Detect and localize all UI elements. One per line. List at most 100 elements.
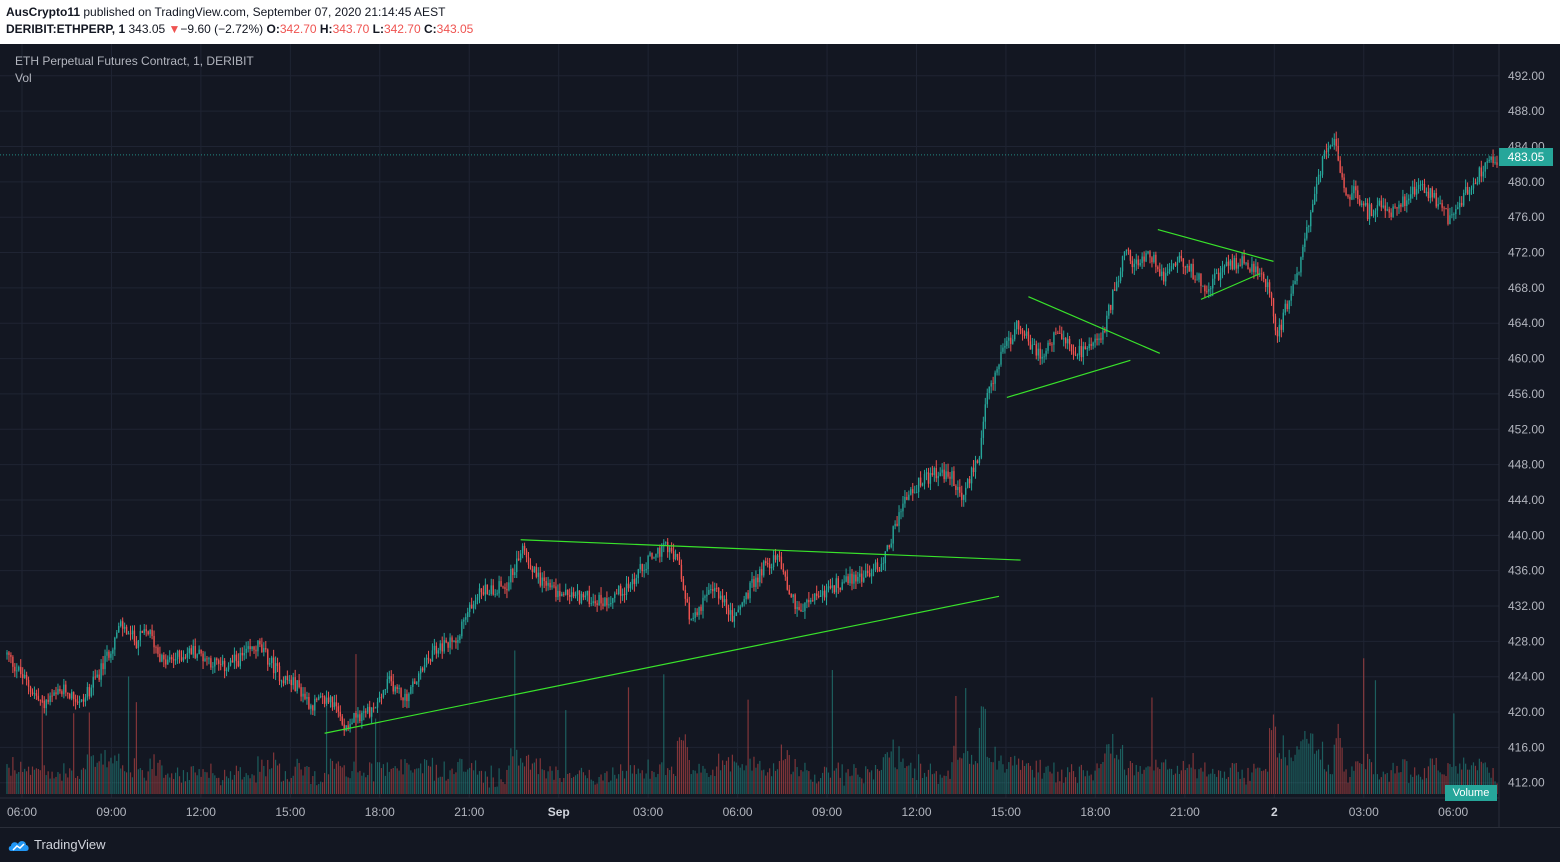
volume-bar: [651, 770, 653, 794]
candle-body: [821, 590, 824, 596]
volume-bar: [29, 774, 32, 794]
volume-bar: [996, 769, 998, 794]
volume-bar: [78, 778, 81, 794]
candle-body: [900, 511, 902, 513]
author-name[interactable]: AusCrypto11: [6, 5, 81, 19]
volume-bar: [1347, 782, 1349, 794]
indicator-label[interactable]: Vol: [15, 71, 32, 85]
volume-bar: [676, 740, 679, 794]
volume-bar: [90, 756, 92, 794]
candle-body: [1445, 208, 1447, 210]
volume-bar: [365, 777, 367, 794]
candle-body: [1188, 265, 1190, 272]
candle-body: [1055, 332, 1057, 334]
high-label: H:: [319, 22, 333, 36]
candle-body: [386, 679, 389, 690]
candlestick-series[interactable]: [0, 131, 1498, 736]
volume-bar: [422, 773, 424, 794]
volume-bar: [73, 713, 75, 794]
series-title[interactable]: ETH Perpetual Futures Contract, 1, DERIB…: [15, 54, 254, 68]
chart-canvas[interactable]: 412.00416.00420.00424.00428.00432.00436.…: [0, 44, 1560, 827]
candle-body: [555, 586, 557, 598]
time-axis[interactable]: 06:00 09:00 12:00 15:00 18:00 21:00 Sep 03:00 06…: [0, 797, 1499, 819]
volume-bar: [33, 769, 36, 794]
candle-body: [514, 572, 516, 576]
chart-legend: ETH Perpetual Futures Contract, 1, DERIB…: [15, 53, 254, 87]
price-axis[interactable]: 412.00416.00420.00424.00428.00432.00436.…: [1498, 44, 1545, 827]
candle-body: [1213, 273, 1216, 279]
volume-bar: [990, 761, 992, 794]
volume-bar: [794, 759, 796, 794]
candle-body: [82, 699, 85, 702]
volume-bar: [970, 754, 973, 794]
candle-body: [239, 652, 242, 667]
volume-bar: [947, 770, 949, 794]
volume-bar: [16, 773, 18, 794]
candle-body: [1282, 312, 1285, 330]
candle-body: [1084, 346, 1086, 350]
volume-bar: [98, 761, 100, 794]
volume-bar: [24, 768, 26, 794]
volume-bar: [1018, 758, 1020, 794]
candle-body: [1092, 342, 1094, 346]
volume-bar: [196, 775, 198, 794]
candle-body: [170, 657, 173, 660]
volume-bar: [569, 772, 571, 794]
candle-body: [463, 619, 465, 622]
price-tick-label: 412.00: [1508, 776, 1545, 790]
volume-bar: [235, 765, 237, 794]
volume-bar: [1025, 763, 1028, 794]
candle-body: [776, 555, 779, 560]
trendline: [1157, 228, 1274, 262]
candle-body: [547, 582, 549, 586]
volume-bar: [178, 776, 181, 794]
candle-body: [278, 666, 281, 682]
tradingview-logo[interactable]: TradingView: [8, 837, 106, 852]
candle-body: [1368, 204, 1371, 220]
volume-bar: [1061, 769, 1063, 794]
candle-body: [1233, 258, 1235, 270]
volume-bar: [8, 767, 10, 794]
volume-bar: [1278, 753, 1280, 794]
published-text: published on TradingView.com, September …: [83, 5, 446, 19]
price-tick-label: 448.00: [1508, 458, 1545, 472]
candle-body: [335, 702, 338, 707]
low-value: 342.70: [383, 22, 421, 36]
volume-bar: [633, 765, 635, 794]
candle-body: [133, 630, 136, 642]
candle-body: [1023, 333, 1026, 336]
candle-body: [1161, 271, 1163, 277]
volume-bar: [408, 764, 410, 794]
volume-bar: [298, 763, 300, 794]
volume-bar: [759, 760, 761, 794]
candle-body: [1341, 172, 1343, 178]
volume-bar: [980, 706, 982, 794]
candle-body: [917, 477, 920, 493]
trendlines[interactable]: [324, 228, 1274, 734]
open-value: 342.70: [279, 22, 317, 36]
candle-body: [1464, 186, 1467, 193]
candle-body: [255, 649, 257, 652]
volume-bar: [1368, 759, 1371, 794]
volume-bar: [1249, 780, 1251, 794]
candle-body: [576, 590, 579, 595]
volume-bar: [698, 763, 700, 794]
volume-bar: [516, 749, 518, 794]
chart-area[interactable]: 412.00 416.00 420.00 424.00 428.00 432.00 436.…: [0, 44, 1560, 827]
volume-bar: [488, 787, 490, 794]
candle-body: [1217, 272, 1220, 280]
candle-body: [1302, 247, 1304, 258]
volume-bar: [1321, 741, 1324, 794]
candle-body: [866, 570, 869, 574]
candle-body: [563, 593, 565, 595]
volume-bar: [806, 770, 808, 794]
candle-body: [1019, 329, 1022, 331]
volume-bar: [969, 763, 971, 794]
candle-body: [1043, 356, 1045, 358]
volume-bar: [237, 771, 239, 794]
volume-bar: [135, 702, 137, 794]
volume-bar: [1270, 730, 1273, 794]
candle-body: [10, 654, 12, 657]
candle-body: [337, 706, 340, 712]
volume-bar: [623, 778, 626, 794]
